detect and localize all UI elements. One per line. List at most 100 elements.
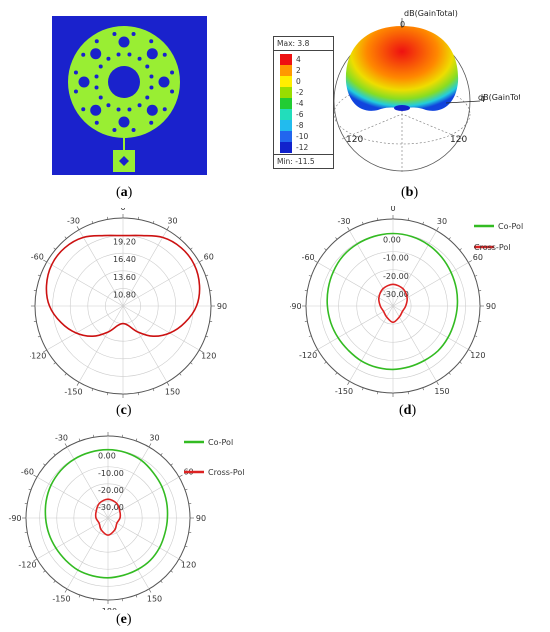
angle-tick-mark: [170, 570, 173, 573]
angle-tick-label: -90: [8, 514, 21, 523]
angle-tick-mark: [33, 474, 38, 478]
small-slot: [81, 52, 86, 57]
gain-colorbar: Max: 3.8 4 2 0 -2 -4 -6 -8 -10 -12 Min: -11.5: [273, 36, 334, 169]
angle-tick-label: 30: [149, 433, 159, 442]
radial-tick-label: 10.80: [113, 290, 136, 299]
small-slot: [162, 107, 167, 112]
colorbar-max: Max: 3.8: [274, 37, 333, 51]
grid-spoke: [392, 230, 437, 307]
caption-b: (b): [401, 185, 419, 200]
angle-tick-label: 90: [217, 302, 227, 311]
large-slot: [146, 48, 158, 60]
caption-c: (c): [116, 403, 132, 418]
angle-tick-label: -90: [30, 302, 31, 311]
colorbar-level: -2: [280, 87, 330, 98]
angle-tick-mark: [148, 443, 152, 448]
large-slot: [158, 76, 170, 88]
angle-tick-mark: [199, 349, 203, 353]
small-slot: [170, 70, 175, 75]
colorbar-level-label: -10: [296, 132, 309, 141]
small-slot: [98, 64, 103, 69]
grid-spoke: [36, 517, 109, 560]
angle-tick-mark: [166, 382, 170, 386]
angle-tick-mark: [474, 335, 478, 337]
caption-d: (d): [399, 403, 417, 418]
small-slot: [131, 31, 136, 36]
colorbar-swatch: [280, 65, 292, 76]
angle-tick-label: -30: [67, 216, 80, 225]
angle-tick-label: -120: [299, 351, 317, 360]
small-slot: [94, 74, 99, 79]
grid-spoke: [349, 230, 394, 307]
polar-chart-e: 0306090120150-180-150-120-90-60-300.00-1…: [8, 428, 244, 610]
small-slot: [112, 128, 117, 133]
angle-tick-mark: [76, 382, 80, 386]
large-slot: [118, 36, 130, 48]
angle-tick-mark: [33, 558, 38, 562]
angle-tick-label: -60: [31, 253, 44, 262]
angle-tick-label: -120: [30, 352, 46, 361]
grid-spoke: [78, 305, 124, 383]
small-slot: [94, 39, 99, 44]
angle-tick-mark: [178, 558, 183, 562]
angle-tick-mark: [53, 453, 56, 456]
angle-tick-mark: [184, 488, 188, 491]
angle-tick-mark: [43, 463, 46, 466]
angle-tick-label: 30: [437, 217, 447, 226]
colorbar-level-label: -6: [296, 110, 304, 119]
angle-tick-mark: [190, 247, 193, 250]
polar-chart-c: 0306090120150-180-150-120-90-60-3019.201…: [30, 208, 227, 398]
angle-tick-mark: [468, 260, 472, 263]
grid-spoke: [392, 262, 469, 307]
angle-tick-label: -30: [55, 433, 68, 442]
angle-tick-mark: [459, 248, 462, 251]
radial-tick-label: 0.00: [383, 236, 401, 245]
angle-tick-mark: [170, 463, 173, 466]
angle-tick-mark: [448, 237, 451, 240]
angle-tick-mark: [205, 274, 209, 277]
colorbar-swatch: [280, 109, 292, 120]
grid-spoke: [66, 517, 109, 590]
angle-label-right: 120: [450, 135, 467, 145]
colorbar-level: -10: [280, 131, 330, 142]
radial-tick-label: -20.00: [98, 486, 124, 495]
angle-tick-mark: [91, 388, 94, 392]
angle-tick-mark: [43, 570, 46, 573]
small-slot: [116, 52, 121, 57]
series-line-co-pol: [326, 232, 459, 371]
grid-spoke: [107, 517, 180, 560]
angle-tick-mark: [179, 236, 182, 239]
colorbar-swatch: [280, 54, 292, 65]
radial-tick-label: 16.40: [113, 255, 136, 264]
angle-tick-label: 150: [147, 595, 162, 604]
angle-tick-mark: [314, 349, 318, 352]
angle-tick-mark: [43, 259, 47, 263]
grid-spoke: [46, 305, 124, 351]
gain-dome: [345, 26, 459, 111]
angle-tick-label: 90: [196, 514, 206, 523]
angle-tick-label: -120: [18, 561, 36, 570]
colorbar-swatch: [280, 98, 292, 109]
angle-tick-mark: [362, 221, 364, 225]
small-slot: [149, 39, 154, 44]
angle-tick-mark: [64, 443, 68, 448]
angle-tick-label: -150: [64, 388, 82, 397]
top-tick: 0: [400, 20, 405, 29]
angle-tick-mark: [91, 220, 94, 224]
angle-tick-mark: [335, 237, 338, 240]
angle-tick-mark: [28, 488, 32, 491]
angle-tick-mark: [422, 387, 424, 391]
series-line-pattern: [45, 234, 201, 338]
angle-tick-mark: [152, 220, 155, 224]
angle-tick-label: 0: [390, 206, 395, 213]
angle-tick-label: -150: [335, 387, 353, 396]
angle-tick-mark: [468, 349, 472, 352]
legend-label: Cross-Pol: [474, 243, 510, 252]
angle-tick-mark: [53, 362, 56, 365]
large-slot: [90, 48, 102, 60]
small-slot: [137, 56, 142, 61]
angle-tick-label: 0: [120, 208, 125, 212]
legend-label: Co-Pol: [498, 222, 523, 231]
angle-tick-label: -60: [21, 468, 34, 477]
angle-tick-mark: [64, 373, 67, 376]
